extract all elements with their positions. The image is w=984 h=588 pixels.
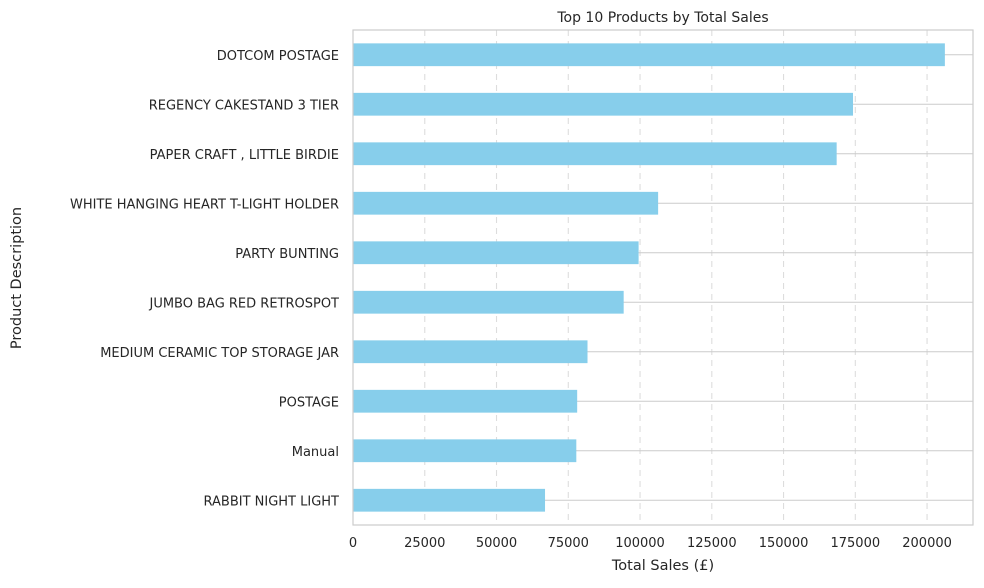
- y-tick-label: MEDIUM CERAMIC TOP STORAGE JAR: [100, 346, 339, 361]
- bar: [353, 488, 546, 512]
- y-tick-label: DOTCOM POSTAGE: [217, 49, 339, 64]
- y-tick-labels: DOTCOM POSTAGE REGENCY CAKESTAND 3 TIER PA…: [70, 49, 339, 510]
- bar: [353, 43, 945, 67]
- x-tick-label: 25000: [404, 536, 445, 551]
- x-tick-label: 175000: [830, 536, 880, 551]
- y-tick-label: PARTY BUNTING: [235, 247, 339, 262]
- y-tick-label: REGENCY CAKESTAND 3 TIER: [149, 98, 339, 113]
- y-tick-label: WHITE HANGING HEART T-LIGHT HOLDER: [70, 197, 339, 212]
- bar: [353, 439, 577, 463]
- plot-frame: [352, 29, 974, 526]
- bar: [353, 389, 578, 413]
- y-tick-label: Manual: [292, 445, 339, 460]
- y-tick-label: RABBIT NIGHT LIGHT: [204, 494, 340, 509]
- x-tick-label: 75000: [548, 536, 589, 551]
- y-tick-label: JUMBO BAG RED RETROSPOT: [148, 296, 339, 311]
- x-axis-label: Total Sales (£): [611, 558, 714, 574]
- bar: [353, 241, 639, 265]
- x-tick-labels: 0 25000 50000 75000 100000 125000 150000 175000…: [349, 536, 952, 551]
- y-tick-label: POSTAGE: [279, 395, 339, 410]
- x-tick-label: 50000: [476, 536, 517, 551]
- x-tick-label: 125000: [687, 536, 737, 551]
- bar: [353, 142, 837, 166]
- x-tick-label: 200000: [902, 536, 952, 551]
- bar: [353, 340, 588, 364]
- chart-title: Top 10 Products by Total Sales: [556, 10, 768, 26]
- bar: [353, 92, 854, 116]
- x-tick-label: 0: [349, 536, 357, 551]
- y-tick-label: PAPER CRAFT , LITTLE BIRDIE: [150, 148, 339, 163]
- y-axis-label: Product Description: [9, 207, 25, 349]
- x-tick-label: 150000: [759, 536, 809, 551]
- bar: [353, 290, 624, 314]
- bar: [353, 191, 659, 215]
- x-tick-label: 100000: [615, 536, 665, 551]
- bar-layer: [353, 43, 945, 512]
